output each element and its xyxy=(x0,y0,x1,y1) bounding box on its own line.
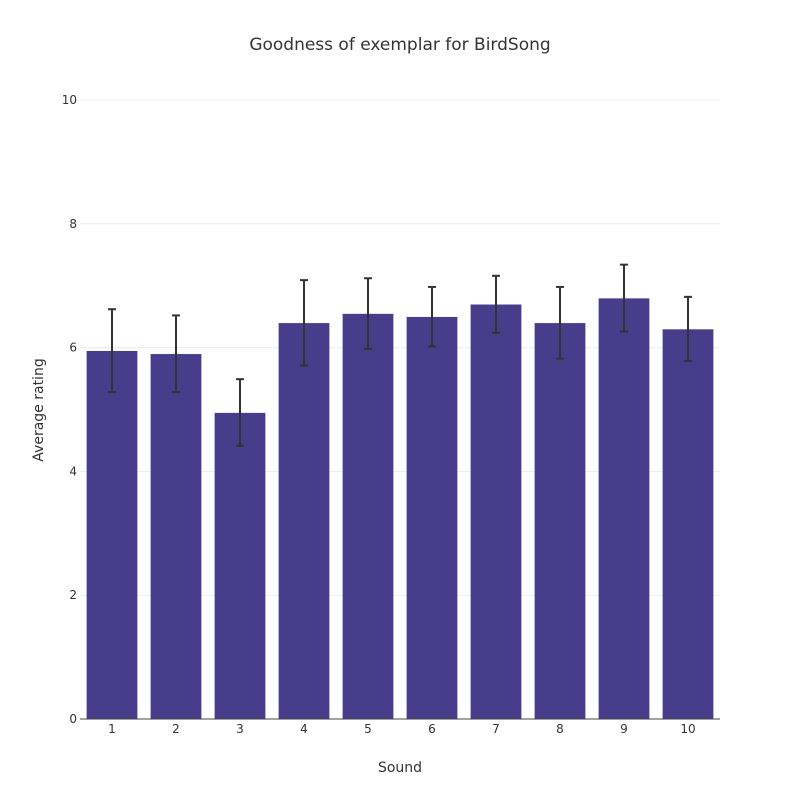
x-axis-title: Sound xyxy=(378,760,422,776)
y-tick-label: 10 xyxy=(62,93,77,107)
error-bar-sound-4 xyxy=(300,279,308,367)
y-tick-label: 4 xyxy=(69,464,77,478)
bar-sound-8 xyxy=(534,322,586,720)
error-bar-sound-6 xyxy=(428,285,436,348)
x-tick-labels: 1 2 3 4 5 6 7 8 9 10 xyxy=(108,722,695,736)
y-tick-label: 0 xyxy=(69,712,77,726)
y-axis-title: Average rating xyxy=(31,358,47,461)
x-tick-label: 2 xyxy=(172,722,180,736)
error-bar-sound-3 xyxy=(236,378,244,448)
bar-sound-2 xyxy=(150,353,202,720)
bar-sound-5 xyxy=(342,313,394,720)
error-bar-sound-7 xyxy=(492,274,500,334)
x-tick-label: 8 xyxy=(556,722,564,736)
bar-sound-6 xyxy=(406,316,458,720)
y-tick-labels: 0 2 4 6 8 10 xyxy=(62,93,77,726)
error-bars xyxy=(108,263,692,448)
x-tick-label: 1 xyxy=(108,722,116,736)
error-bar-sound-1 xyxy=(108,308,116,394)
error-bar-sound-10 xyxy=(684,295,692,363)
chart-title: Goodness of exemplar for BirdSong xyxy=(249,35,550,55)
bar-sound-3 xyxy=(214,412,266,720)
x-tick-label: 9 xyxy=(620,722,628,736)
y-tick-label: 8 xyxy=(69,217,77,231)
x-tick-label: 3 xyxy=(236,722,244,736)
y-tick-label: 6 xyxy=(69,341,77,355)
x-tick-label: 10 xyxy=(680,722,695,736)
error-bar-sound-8 xyxy=(556,285,564,360)
bars xyxy=(86,297,714,720)
x-tick-label: 6 xyxy=(428,722,436,736)
bar-sound-7 xyxy=(470,304,522,720)
error-bar-sound-2 xyxy=(172,314,180,394)
x-tick-label: 5 xyxy=(364,722,372,736)
y-tick-label: 2 xyxy=(69,588,77,602)
bar-sound-1 xyxy=(86,350,138,720)
x-tick-label: 4 xyxy=(300,722,308,736)
x-tick-label: 7 xyxy=(492,722,500,736)
bar-sound-10 xyxy=(662,328,714,720)
error-bar-sound-5 xyxy=(364,277,372,350)
error-bar-sound-9 xyxy=(620,263,628,333)
bar-sound-9 xyxy=(598,297,650,720)
bar-sound-4 xyxy=(278,322,330,720)
